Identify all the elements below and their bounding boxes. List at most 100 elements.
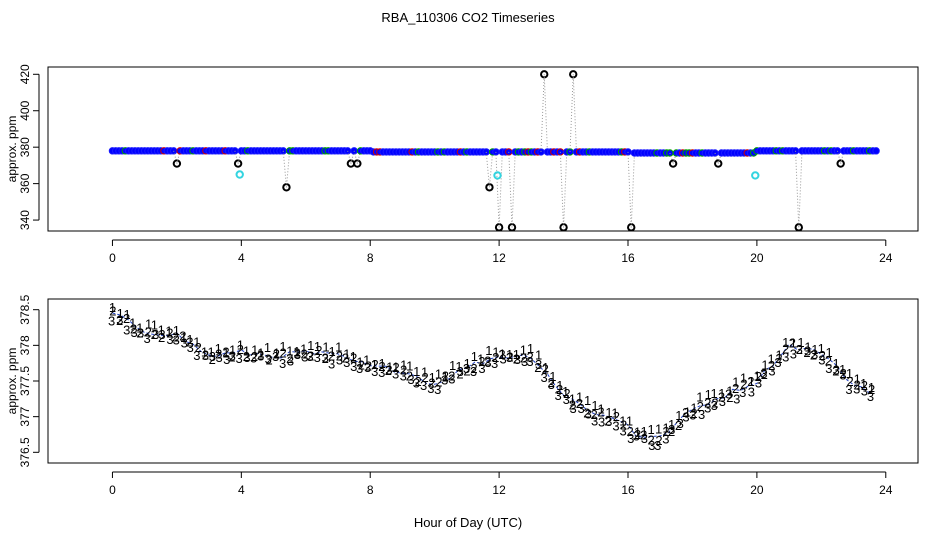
x-tick-label: 24 — [879, 483, 893, 497]
marker-2: 2 — [747, 374, 754, 389]
marker-2: 2 — [796, 342, 803, 357]
y-tick-label: 340 — [18, 210, 32, 230]
marker-3: 3 — [677, 416, 684, 431]
gap-line — [176, 150, 181, 164]
marker-2: 2 — [576, 396, 583, 411]
marker-1: 1 — [591, 398, 598, 413]
marker-3: 3 — [279, 356, 286, 371]
cyan-point — [493, 171, 502, 180]
marker-1: 1 — [273, 345, 280, 360]
marker-3: 3 — [371, 364, 378, 379]
marker-1: 1 — [485, 343, 492, 358]
marker-1: 1 — [761, 358, 768, 373]
marker-2: 2 — [726, 390, 733, 405]
x-tick-label: 16 — [621, 483, 635, 497]
marker-1: 1 — [449, 358, 456, 373]
marker-2: 2 — [682, 405, 689, 420]
marker-1: 1 — [193, 334, 200, 349]
marker-1: 1 — [257, 346, 264, 361]
marker-2: 2 — [640, 427, 647, 442]
marker-1: 1 — [356, 355, 363, 370]
marker-1: 1 — [207, 345, 214, 360]
marker-3: 3 — [540, 370, 547, 385]
gap-line — [234, 150, 239, 164]
marker-3: 3 — [612, 419, 619, 434]
marker-1: 1 — [846, 366, 853, 381]
marker-1: 1 — [767, 352, 774, 367]
gap-line — [563, 151, 568, 228]
marker-2: 2 — [294, 345, 301, 360]
x-tick-label: 12 — [492, 251, 506, 265]
marker-3: 3 — [400, 368, 407, 383]
marker-1: 1 — [668, 417, 675, 432]
marker-2: 2 — [422, 370, 429, 385]
marker-2: 2 — [484, 353, 491, 368]
marker-2: 2 — [520, 351, 527, 366]
marker-3: 3 — [484, 355, 491, 370]
marker-3: 3 — [748, 385, 755, 400]
marker-1: 1 — [868, 380, 875, 395]
marker-2: 2 — [548, 375, 555, 390]
marker-1: 1 — [378, 356, 385, 371]
y-tick-label: 378 — [18, 335, 32, 355]
marker-2: 2 — [172, 330, 179, 345]
marker-1: 1 — [619, 414, 626, 429]
marker-3: 3 — [605, 414, 612, 429]
marker-2: 2 — [542, 361, 549, 376]
cyan-point — [751, 171, 760, 180]
marker-3: 3 — [265, 351, 272, 366]
marker-1: 1 — [471, 349, 478, 364]
marker-2: 2 — [819, 348, 826, 363]
marker-2: 2 — [371, 357, 378, 372]
marker-3: 3 — [790, 346, 797, 361]
marker-2: 2 — [116, 313, 123, 328]
marker-2: 2 — [690, 406, 697, 421]
marker-2: 2 — [604, 414, 611, 429]
bottom-plot-frame — [47, 298, 919, 464]
marker-3: 3 — [598, 414, 605, 429]
marker-3: 3 — [236, 351, 243, 366]
marker-3: 3 — [229, 348, 236, 363]
gap-line — [350, 150, 355, 164]
marker-1: 1 — [363, 352, 370, 367]
marker-1: 1 — [201, 344, 208, 359]
marker-2: 2 — [109, 303, 116, 318]
marker-2: 2 — [435, 374, 442, 389]
marker-3: 3 — [633, 429, 640, 444]
marker-2: 2 — [300, 347, 307, 362]
marker-3: 3 — [152, 327, 159, 342]
marker-1: 1 — [421, 364, 428, 379]
marker-3: 3 — [243, 350, 250, 365]
marker-1: 1 — [455, 359, 462, 374]
marker-2: 2 — [846, 374, 853, 389]
marker-3: 3 — [641, 431, 648, 446]
marker-3: 3 — [619, 424, 626, 439]
marker-2: 2 — [740, 377, 747, 392]
marker-3: 3 — [811, 347, 818, 362]
marker-3: 3 — [668, 422, 675, 437]
marker-3: 3 — [137, 326, 144, 341]
marker-2: 2 — [498, 347, 505, 362]
marker-3: 3 — [698, 407, 705, 422]
marker-3: 3 — [627, 431, 634, 446]
top-data-points — [108, 70, 880, 232]
marker-1: 1 — [279, 339, 286, 354]
marker-3: 3 — [591, 414, 598, 429]
marker-2: 2 — [597, 404, 604, 419]
marker-2: 2 — [668, 424, 675, 439]
marker-3: 3 — [301, 349, 308, 364]
marker-3: 3 — [682, 409, 689, 424]
marker-3: 3 — [825, 361, 832, 376]
marker-1: 1 — [804, 339, 811, 354]
marker-3: 3 — [719, 394, 726, 409]
marker-2: 2 — [583, 406, 590, 421]
gap-line — [714, 152, 719, 164]
marker-2: 2 — [803, 345, 810, 360]
marker-3: 3 — [364, 360, 371, 375]
marker-1: 1 — [690, 400, 697, 415]
x-tick-label: 0 — [109, 483, 116, 497]
data-point — [343, 147, 352, 155]
marker-2: 2 — [789, 335, 796, 350]
marker-2: 2 — [151, 327, 158, 342]
cyan-point — [235, 170, 244, 179]
